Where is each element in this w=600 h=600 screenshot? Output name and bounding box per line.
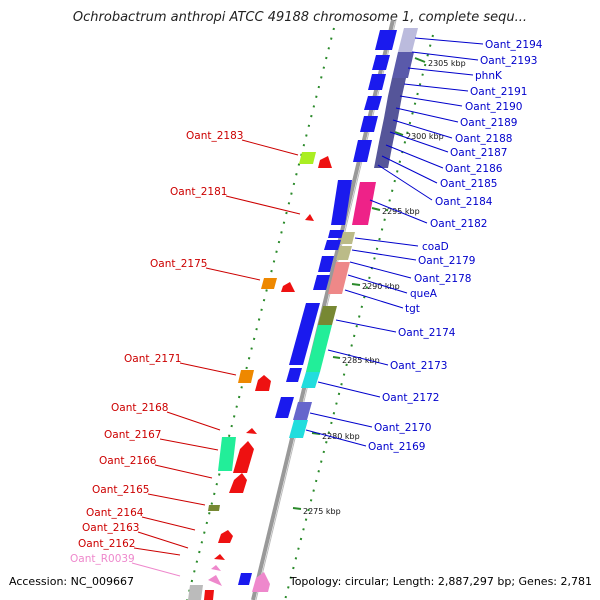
- tick-label: 2305 kbp: [428, 59, 466, 68]
- map-title: Ochrobactrum anthropi ATCC 49188 chromos…: [72, 10, 528, 25]
- gene-label[interactable]: Oant_2169: [368, 441, 425, 453]
- gene-label[interactable]: Oant_2191: [470, 86, 527, 98]
- gene-label[interactable]: Oant_2167: [104, 429, 161, 441]
- tick-line: [351, 283, 361, 286]
- gene-label[interactable]: Oant_2174: [398, 327, 456, 339]
- reverse-labels: [133, 139, 301, 556]
- tick-label: 2295 kbp: [382, 207, 420, 216]
- tick-label: 2275 kbp: [303, 507, 341, 516]
- tick-line: [371, 207, 381, 211]
- gene-label[interactable]: Oant_2171: [124, 353, 181, 365]
- tick-line: [414, 57, 426, 63]
- tick-label: 2280 kbp: [322, 432, 360, 441]
- gene-label[interactable]: Oant_2178: [414, 273, 471, 285]
- gene-label[interactable]: Oant_2185: [440, 178, 497, 190]
- tick-label: 2290 kbp: [362, 282, 400, 291]
- gene-label[interactable]: tgt: [405, 303, 420, 315]
- gene-label[interactable]: Oant_2168: [111, 402, 168, 414]
- gene-label[interactable]: Oant_2163: [82, 522, 139, 534]
- rna-leader-line: [131, 562, 181, 577]
- gene-label[interactable]: Oant_2184: [435, 196, 493, 208]
- gene-label[interactable]: Oant_2181: [170, 186, 227, 198]
- accession-text: Accession: NC_009667: [9, 575, 135, 588]
- genome-summary: Topology: circular; Length: 2,887,297 bp…: [289, 575, 592, 588]
- gene-label[interactable]: Oant_2175: [150, 258, 207, 270]
- gene-label[interactable]: Oant_2170: [374, 422, 431, 434]
- gene-label[interactable]: Oant_2172: [382, 392, 439, 404]
- gene-label[interactable]: Oant_2162: [78, 538, 135, 550]
- gene-label[interactable]: queA: [410, 288, 438, 300]
- gene-label[interactable]: Oant_2164: [86, 507, 144, 519]
- reverse-features: [188, 152, 332, 600]
- tick-line: [332, 356, 341, 359]
- tick-marks: 2305 kbp 2300 kbp 2295 kbp 2290 kbp 2285…: [292, 57, 466, 516]
- forward-labels: [305, 37, 484, 447]
- gene-label[interactable]: Oant_2183: [186, 130, 243, 142]
- tick-label: 2285 kbp: [342, 356, 380, 365]
- gene-label[interactable]: Oant_2189: [460, 117, 517, 129]
- gene-label[interactable]: Oant_2194: [485, 39, 543, 51]
- gene-label[interactable]: Oant_2187: [450, 147, 507, 159]
- reverse-label-text: Oant_2183 Oant_2181 Oant_2175 Oant_2171 …: [70, 130, 243, 565]
- tick-line: [394, 131, 404, 136]
- forward-features: [238, 28, 418, 585]
- gene-label[interactable]: Oant_2179: [418, 255, 475, 267]
- gene-label[interactable]: Oant_2166: [99, 455, 157, 467]
- gene-label[interactable]: Oant_2188: [455, 133, 512, 145]
- gene-label[interactable]: phnK: [475, 70, 503, 82]
- tick-line: [292, 507, 302, 510]
- gene-label[interactable]: Oant_2186: [445, 163, 503, 175]
- tick-label: 2300 kbp: [406, 132, 444, 141]
- gene-label[interactable]: Oant_2173: [390, 360, 447, 372]
- gene-label[interactable]: Oant_2182: [430, 218, 487, 230]
- rna-label[interactable]: Oant_R0039: [70, 553, 135, 565]
- gene-label[interactable]: Oant_2193: [480, 55, 537, 67]
- gene-label[interactable]: Oant_2165: [92, 484, 149, 496]
- gene-label[interactable]: coaD: [422, 241, 449, 253]
- gene-label[interactable]: Oant_2190: [465, 101, 522, 113]
- forward-label-text: Oant_2194 Oant_2193 phnK Oant_2191 Oant_…: [368, 39, 543, 453]
